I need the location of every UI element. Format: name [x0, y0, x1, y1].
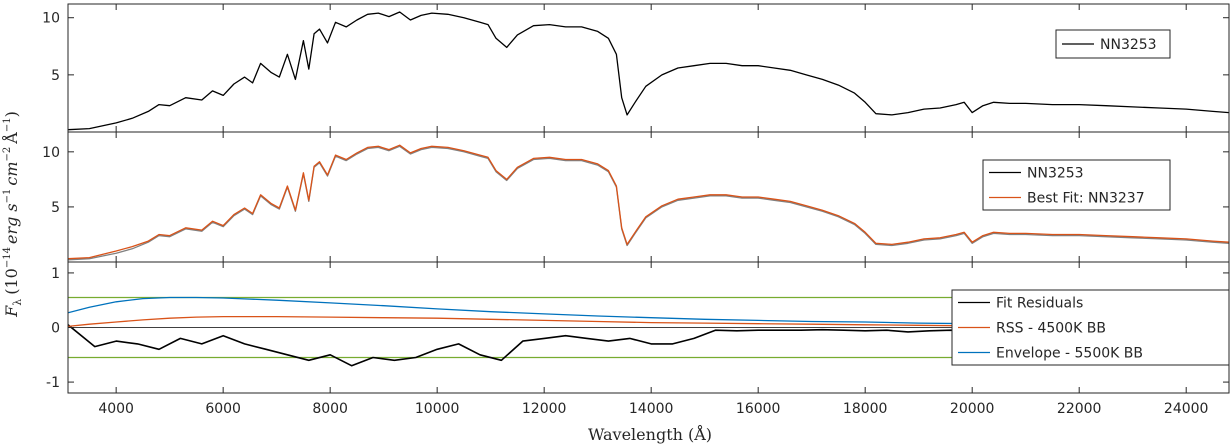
- legend-entry: NN3253: [1100, 37, 1157, 53]
- x-tick-label: 14000: [629, 401, 674, 417]
- x-tick-label: 4000: [98, 401, 134, 417]
- y-tick-label: 1: [51, 266, 60, 282]
- y-tick-label: 5: [51, 200, 60, 216]
- legend-entry: NN3253: [1027, 166, 1084, 182]
- y-axis-label-e2: −1: [2, 189, 13, 204]
- panel-frame-1: [67, 3, 1230, 133]
- y-tick-label: 10: [42, 11, 60, 27]
- y-axis-label-e1: −14: [2, 247, 13, 268]
- legend-1: NN3253: [1055, 29, 1171, 59]
- legend-entry: Best Fit: NN3237: [1027, 191, 1145, 207]
- y-axis-label-t5: ): [2, 111, 21, 117]
- legend-3: Fit Residuals RSS - 4500K BB Envelope - 55…: [951, 289, 1230, 366]
- panel-1: 5 10 NN3253: [42, 3, 1230, 133]
- x-tick-label: 18000: [843, 401, 888, 417]
- x-tick-label: 16000: [736, 401, 781, 417]
- x-axis-label: Wavelength (Å): [588, 424, 712, 444]
- x-tick-label: 6000: [205, 401, 241, 417]
- x-tick-label: 24000: [1164, 401, 1209, 417]
- series-line-nn3253: [68, 11, 1229, 131]
- legend-box: [982, 159, 1171, 211]
- panel-data-2: [68, 144, 1229, 261]
- y-axis-label-t3: cm: [2, 161, 21, 185]
- series-line-best-fit-nn3237: [68, 144, 1229, 260]
- x-tick-label: 22000: [1057, 401, 1102, 417]
- legend-entry: Envelope - 5500K BB: [996, 346, 1143, 362]
- x-tick-label: 10000: [415, 401, 460, 417]
- y-axis-label-base: F: [2, 305, 21, 318]
- y-axis-label-e4: −1: [2, 117, 13, 132]
- legend-entry: RSS - 4500K BB: [996, 321, 1106, 337]
- x-tick-label: 12000: [522, 401, 567, 417]
- legend-box: [951, 289, 1230, 366]
- y-axis-label-t4: Å: [1, 132, 21, 145]
- y-axis-label-t1: (10: [2, 268, 21, 295]
- panel-data-1: [68, 11, 1229, 131]
- legend-entry: Fit Residuals: [996, 296, 1083, 312]
- y-tick-label: 10: [42, 145, 60, 161]
- y-axis-label-t2: erg s: [2, 203, 21, 244]
- legend-2: NN3253 Best Fit: NN3237: [982, 159, 1171, 211]
- x-tick-label: 8000: [312, 401, 348, 417]
- series-line-nn3253: [68, 145, 1229, 261]
- x-tick-label: 20000: [950, 401, 995, 417]
- y-axis-label-sub: λ: [11, 299, 24, 306]
- y-tick-label: 5: [51, 68, 60, 84]
- y-axis-label-e3: −2: [2, 147, 13, 162]
- y-tick-label: 0: [51, 321, 60, 337]
- y-axis-label: Fλ(10−14erg s−1cm−2Å−1): [1, 111, 24, 318]
- panel-2: 5 10 NN3253 Best Fit: NN3237: [42, 131, 1230, 263]
- y-tick-label: -1: [46, 375, 60, 391]
